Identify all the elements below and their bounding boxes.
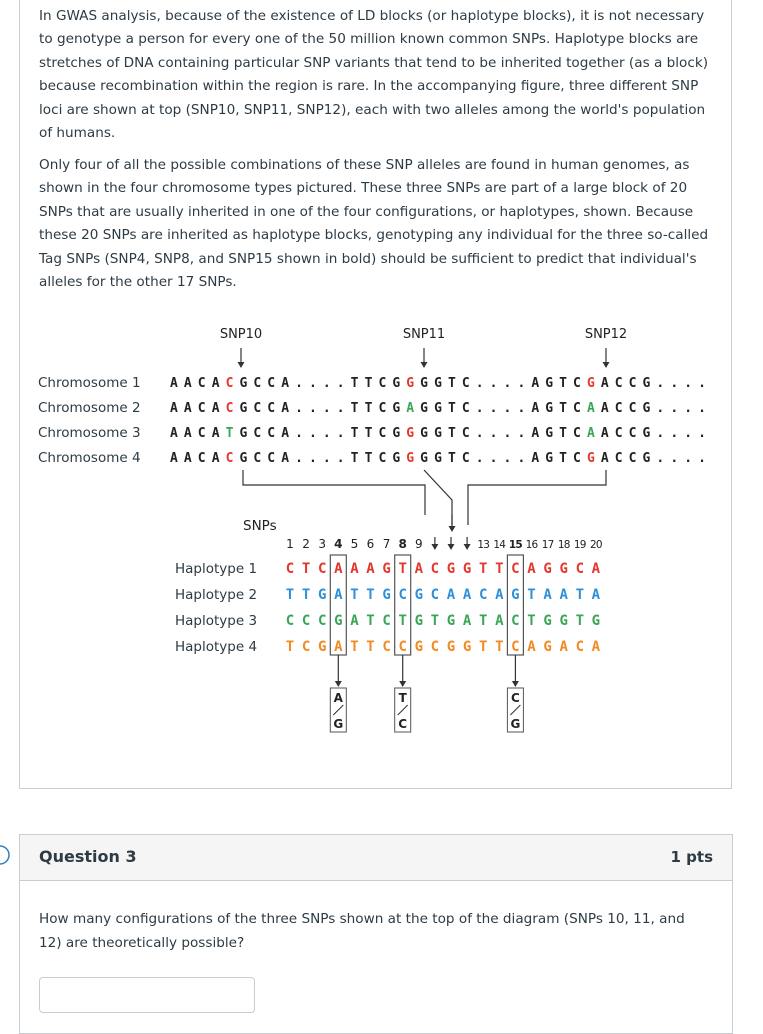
chromosome-label: Chromosome 2 bbox=[38, 400, 141, 416]
allele: G bbox=[333, 717, 343, 731]
snp-number: 13 bbox=[477, 539, 489, 551]
sequence-segment: GGTC....AGTC bbox=[420, 376, 587, 391]
paragraph: In GWAS analysis, because of the existen… bbox=[39, 8, 708, 142]
snp-number: 18 bbox=[558, 539, 570, 551]
allele: C bbox=[511, 691, 520, 705]
nav-arrow[interactable] bbox=[0, 840, 14, 870]
chromosome-sequence: AACACGCCA....TTCGAGGTC....AGTCAACCG.... bbox=[170, 401, 712, 416]
haplotype-sequence: TTGATTGCGCAACAGTAATA bbox=[286, 587, 608, 603]
sequence-segment: G bbox=[406, 451, 420, 466]
snp-number: 16 bbox=[526, 539, 539, 551]
chromosome-label: Chromosome 4 bbox=[38, 450, 141, 466]
snp-number: 3 bbox=[318, 537, 326, 551]
sequence-segment: G bbox=[406, 426, 420, 441]
answer-input[interactable] bbox=[39, 977, 255, 1013]
snp-number: 8 bbox=[399, 537, 407, 551]
sequence-segment: GCCA....TTCG bbox=[240, 376, 407, 391]
sequence-segment: G bbox=[406, 376, 420, 391]
allele: C bbox=[398, 717, 407, 731]
snp-number: 1 bbox=[286, 537, 294, 551]
haplotype-label: Haplotype 1 bbox=[175, 561, 257, 577]
sequence-segment: A bbox=[587, 426, 601, 441]
sequence-segment: AACA bbox=[170, 426, 226, 441]
chromosome-label: Chromosome 3 bbox=[38, 425, 141, 441]
snp-number: 9 bbox=[415, 537, 423, 551]
connectors bbox=[242, 469, 607, 525]
haplotype-sequence: CTCAAAGTACGGTTCAGGCA bbox=[286, 561, 608, 577]
sequence-segment: AACA bbox=[170, 451, 226, 466]
sequence-segment: ACCG.... bbox=[601, 401, 712, 416]
arrow-head bbox=[448, 526, 456, 532]
haplotype-label: Haplotype 2 bbox=[175, 587, 257, 603]
haplotype-sequence: CCCGATCTGTGATACTGGTG bbox=[286, 613, 608, 629]
sequence-segment: A bbox=[406, 401, 420, 416]
arrow-head bbox=[431, 544, 439, 550]
arrow-head bbox=[420, 362, 428, 368]
sequence-segment: GCCA....TTCG bbox=[240, 451, 407, 466]
sequence-segment: GGTC....AGTC bbox=[420, 451, 587, 466]
sequence-segment: GGTC....AGTC bbox=[420, 426, 587, 441]
allele: A bbox=[334, 691, 344, 705]
snp-number: 4 bbox=[334, 537, 342, 551]
snps-label: SNPs bbox=[243, 518, 277, 534]
arrow-head bbox=[334, 681, 342, 687]
sequence-segment: GGTC....AGTC bbox=[420, 401, 587, 416]
allele-slash bbox=[510, 704, 521, 716]
haplotype-sequence: TCGATTCCGCGGTTCAGACA bbox=[286, 639, 608, 655]
question-text: How many configurations of the three SNP… bbox=[39, 911, 685, 951]
snp-number: 19 bbox=[574, 539, 586, 551]
sequence-segment: G bbox=[587, 451, 601, 466]
chromosome-sequence: AACACGCCA....TTCGGGGTC....AGTCGACCG.... bbox=[170, 451, 712, 466]
snp-number: 17 bbox=[542, 539, 554, 551]
haplotype-label: Haplotype 4 bbox=[175, 639, 257, 655]
sequence-segment: G bbox=[587, 376, 601, 391]
question-title: Question 3 bbox=[39, 847, 137, 866]
arrow-head bbox=[399, 681, 407, 687]
snp-number: 20 bbox=[590, 539, 602, 551]
allele: G bbox=[510, 717, 520, 731]
allele-slash bbox=[332, 704, 344, 716]
question-points: 1 pts bbox=[670, 848, 714, 866]
sequence-segment: C bbox=[226, 376, 240, 391]
sequence-segment: C bbox=[226, 451, 240, 466]
arrow-head bbox=[463, 544, 471, 550]
question-box: Question 3 1 pts How many configurations… bbox=[19, 834, 733, 1034]
question-header: Question 3 1 pts bbox=[20, 835, 732, 881]
snp-label: SNP10 bbox=[220, 327, 262, 342]
arrow-head bbox=[237, 362, 245, 368]
sequence-segment: ACCG.... bbox=[601, 426, 712, 441]
haplotype-label: Haplotype 3 bbox=[175, 613, 257, 629]
sequence-segment: A bbox=[587, 401, 601, 416]
chromosome-sequence: AACATGCCA....TTCGGGGTC....AGTCAACCG.... bbox=[170, 426, 712, 441]
snp-number: 15 bbox=[509, 539, 523, 551]
sequence-segment: GCCA....TTCG bbox=[240, 401, 407, 416]
snp-number: 2 bbox=[302, 537, 310, 551]
chromosome-label: Chromosome 1 bbox=[38, 375, 141, 391]
paragraph: Only four of all the possible combinatio… bbox=[39, 157, 709, 291]
arrow-head bbox=[447, 544, 455, 550]
sequence-segment: T bbox=[226, 426, 240, 441]
sequence-segment: AACA bbox=[170, 401, 226, 416]
snp-number: 5 bbox=[351, 537, 359, 551]
snp-label: SNP12 bbox=[585, 327, 627, 342]
allele-slash bbox=[397, 704, 409, 716]
sequence-segment: C bbox=[226, 401, 240, 416]
arrow-head bbox=[511, 681, 519, 687]
sequence-segment: AACA bbox=[170, 376, 226, 391]
sequence-segment: GCCA....TTCG bbox=[240, 426, 407, 441]
sequence-segment: ACCG.... bbox=[601, 451, 712, 466]
snp-number: 7 bbox=[383, 537, 391, 551]
snp-number: 6 bbox=[367, 537, 375, 551]
sequence-segment: ACCG.... bbox=[601, 376, 712, 391]
chromosome-sequence: AACACGCCA....TTCGGGGTC....AGTCGACCG.... bbox=[170, 376, 712, 391]
snp-number: 14 bbox=[493, 539, 506, 551]
snp-label: SNP11 bbox=[403, 327, 445, 342]
arrow-head bbox=[602, 362, 610, 368]
allele: T bbox=[399, 691, 408, 705]
passage-panel: In GWAS analysis, because of the existen… bbox=[19, 0, 732, 789]
